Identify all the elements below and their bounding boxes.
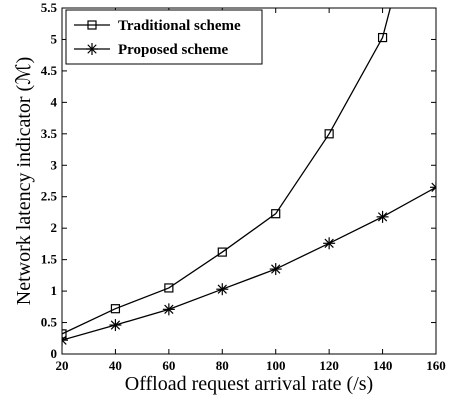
legend-label-proposed: Proposed scheme	[118, 42, 228, 58]
legend-marker-asterisk	[86, 43, 98, 55]
x-ticks: 20 40 60 80 100 120 140 160	[56, 8, 446, 373]
y-tick-label: 2.5	[41, 189, 58, 204]
data-point	[217, 247, 227, 257]
data-point	[324, 129, 334, 139]
legend-box	[65, 9, 263, 65]
legend: Traditional scheme Proposed scheme	[65, 9, 263, 65]
x-tick-label: 20	[56, 358, 69, 373]
y-tick-label: 5	[51, 31, 58, 46]
data-point	[62, 329, 67, 339]
y-tick-label: 0	[51, 346, 58, 361]
plot-frame	[61, 7, 437, 355]
x-tick-label: 60	[162, 358, 175, 373]
data-point	[271, 209, 281, 219]
data-point	[164, 283, 174, 293]
x-tick-label: 140	[373, 358, 393, 373]
y-tick-label: 0.5	[41, 315, 58, 330]
data-point	[216, 283, 229, 296]
data-point	[376, 210, 389, 223]
data-point	[269, 263, 282, 276]
data-point	[162, 303, 175, 316]
series-line	[62, 186, 436, 341]
y-tick-label: 4	[51, 94, 58, 109]
x-axis-label: Offload request arrival rate (/s)	[125, 373, 373, 395]
y-tick-label: 1.5	[41, 252, 58, 267]
y-tick-label: 4.5	[41, 63, 58, 78]
x-tick-label: 120	[319, 358, 339, 373]
y-tick-label: 1	[51, 283, 58, 298]
y-tick-label: 2	[51, 220, 58, 235]
y-tick-label: 3	[51, 157, 58, 172]
series-0	[62, 8, 391, 339]
y-tick-label: 5.5	[41, 0, 58, 15]
x-tick-label: 100	[266, 358, 286, 373]
x-tick-label: 160	[426, 358, 446, 373]
y-tick-label: 3.5	[41, 126, 58, 141]
data-point	[110, 304, 121, 314]
x-tick-label: 40	[109, 358, 122, 373]
series-line	[62, 8, 391, 335]
legend-label-traditional: Traditional scheme	[118, 18, 241, 34]
data-point	[430, 181, 436, 194]
legend-asterisk	[86, 43, 98, 55]
data-point	[323, 237, 336, 250]
series-group	[62, 8, 436, 347]
data-point	[62, 334, 68, 347]
x-tick-label: 80	[216, 358, 229, 373]
data-point	[109, 319, 122, 332]
y-ticks: 0 0.5 1 1.5 2 2.5 3 3.5 4 4.5 5 5.5	[41, 0, 436, 361]
axes	[61, 7, 437, 355]
series-1	[62, 181, 436, 347]
y-axis-label: Network latency indicator (ℳ)	[13, 57, 35, 306]
legend-marker-square	[87, 20, 97, 30]
data-point	[377, 32, 388, 43]
